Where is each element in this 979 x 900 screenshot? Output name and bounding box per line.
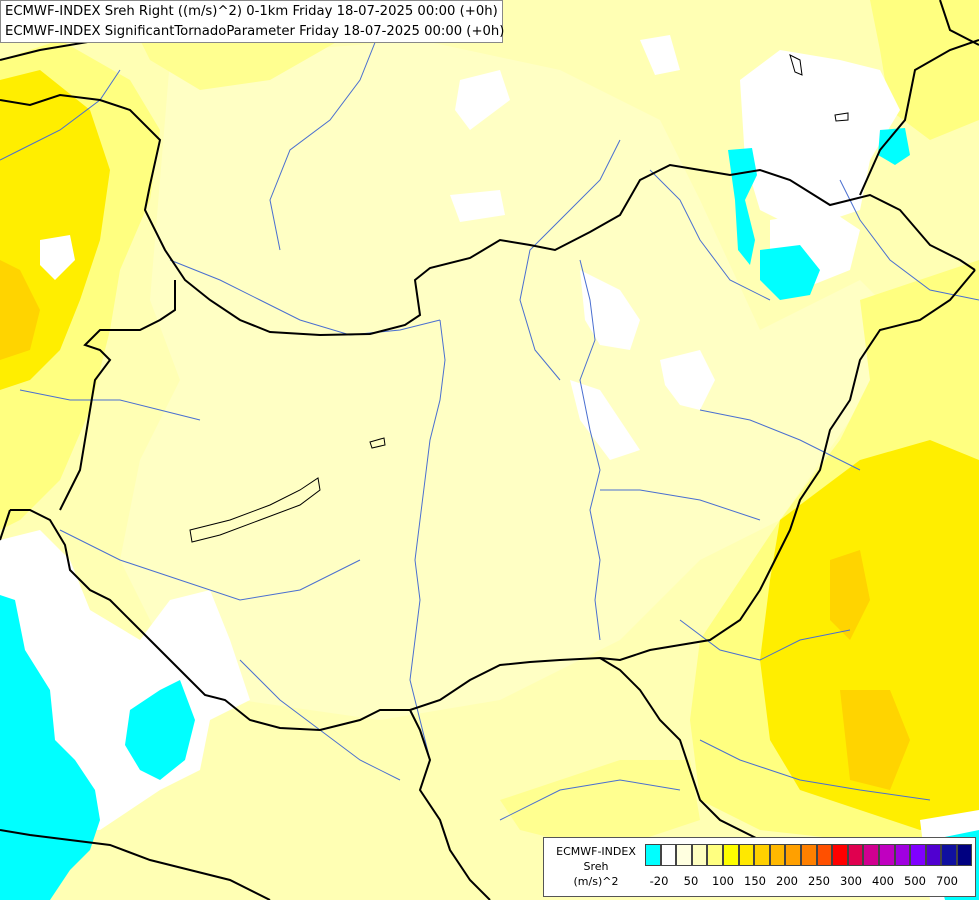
legend-swatch xyxy=(785,844,801,866)
legend-tick-label: -20 xyxy=(649,874,669,888)
white-area-center2 xyxy=(660,350,715,410)
strong-yellow-east xyxy=(760,440,979,830)
legend-swatch xyxy=(863,844,879,866)
white-area-north xyxy=(455,70,510,130)
legend-swatch xyxy=(847,844,864,866)
legend-tick-label: 250 xyxy=(808,874,830,888)
legend-swatch xyxy=(722,844,739,866)
legend-tick-label: 100 xyxy=(712,874,734,888)
cyan-area-northeast xyxy=(760,245,820,300)
legend-swatch xyxy=(676,844,692,866)
deeper-yellow-east xyxy=(830,550,870,640)
legend-swatch xyxy=(754,844,770,866)
cyan-area-northeast3 xyxy=(878,128,910,165)
legend-swatch xyxy=(878,844,895,866)
deeper-yellow-east2 xyxy=(840,690,910,790)
legend-swatch xyxy=(645,844,661,866)
legend-swatch xyxy=(769,844,786,866)
small-lake xyxy=(369,437,386,449)
rivers xyxy=(0,29,979,821)
white-area-north2 xyxy=(640,35,680,75)
medium-yellow-south xyxy=(500,760,700,840)
legend-swatch xyxy=(925,844,942,866)
white-area-nw xyxy=(40,235,75,280)
legend-tick-label: 400 xyxy=(872,874,894,888)
legend-swatch xyxy=(707,844,723,866)
legend-tick-label: 700 xyxy=(936,874,958,888)
deeper-yellow-west xyxy=(0,260,40,360)
cyan-area-northeast2 xyxy=(728,148,757,265)
legend-tick-label: 300 xyxy=(840,874,862,888)
legend-tick-label: 150 xyxy=(744,874,766,888)
legend-ticks: -20 50 100 150 200 250 300 400 500 700 xyxy=(645,874,975,890)
legend-swatch xyxy=(660,844,677,866)
legend-swatch xyxy=(816,844,833,866)
legend-swatches xyxy=(645,844,973,866)
legend-swatch xyxy=(832,844,848,866)
map-title-box: ECMWF-INDEX Sreh Right ((m/s)^2) 0-1km F… xyxy=(0,0,505,43)
light-yellow-area xyxy=(120,40,900,720)
outline-northeast xyxy=(789,54,803,76)
map-title-line-2: ECMWF-INDEX SignificantTornadoParameter … xyxy=(5,24,505,39)
cyan-area-southwest xyxy=(0,595,100,900)
map-title-line-1: ECMWF-INDEX Sreh Right ((m/s)^2) 0-1km F… xyxy=(5,4,498,19)
white-area-center3 xyxy=(570,380,640,460)
legend-title: ECMWF-INDEX Sreh (m/s)^2 xyxy=(548,844,644,889)
color-legend: ECMWF-INDEX Sreh (m/s)^2 -20 50 100 150 200 2… xyxy=(543,837,976,897)
legend-tick-label: 50 xyxy=(683,874,699,888)
legend-swatch xyxy=(691,844,708,866)
lake xyxy=(189,477,321,543)
white-area-northeast xyxy=(740,50,900,230)
outline-northeast2 xyxy=(834,112,849,122)
legend-tick-label: 200 xyxy=(776,874,798,888)
cyan-area-southwest2 xyxy=(125,680,195,780)
legend-swatch xyxy=(738,844,755,866)
legend-swatch xyxy=(800,844,817,866)
legend-tick-label: 500 xyxy=(904,874,926,888)
legend-title-line-3: (m/s)^2 xyxy=(573,875,619,888)
legend-swatch xyxy=(956,844,973,866)
legend-title-line-1: ECMWF-INDEX xyxy=(556,845,636,858)
legend-title-line-2: Sreh xyxy=(583,860,609,873)
legend-swatch xyxy=(910,844,926,866)
legend-swatch xyxy=(941,844,957,866)
white-area-n3 xyxy=(450,190,505,222)
white-area-center xyxy=(580,270,640,350)
legend-swatch xyxy=(894,844,911,866)
